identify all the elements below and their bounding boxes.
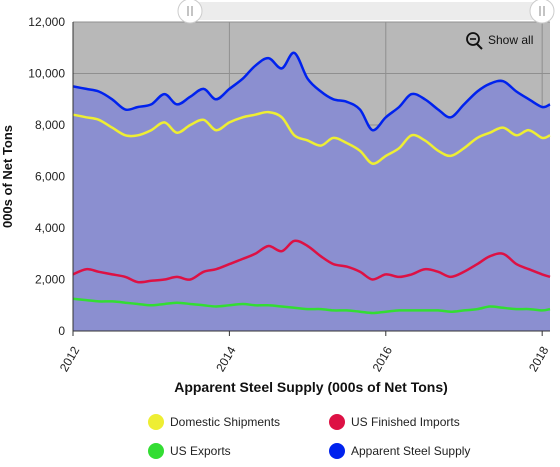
legend-label: Apparent Steel Supply — [351, 444, 470, 458]
zoom-out-icon — [466, 32, 480, 46]
legend-item-apparent-steel-supply[interactable]: Apparent Steel Supply — [329, 443, 470, 459]
x-axis-title: Apparent Steel Supply (000s of Net Tons) — [174, 379, 448, 395]
legend-label: Domestic Shipments — [170, 415, 280, 429]
y-tick-label: 10,000 — [28, 67, 65, 81]
y-axis-title: 000s of Net Tons — [0, 125, 15, 228]
range-navigator — [177, 0, 555, 24]
show-all-button[interactable]: Show all — [466, 32, 533, 50]
navigator-track[interactable] — [190, 2, 542, 20]
y-tick-label: 8,000 — [35, 118, 65, 132]
series-line-domestic-shipments — [72, 110, 551, 165]
y-tick-label: 6,000 — [35, 170, 65, 184]
x-tick-label: 2018 — [526, 344, 552, 374]
series-line-us-exports — [72, 297, 551, 315]
legend-marker — [148, 443, 164, 459]
legend-label: US Exports — [170, 444, 231, 458]
apparent-supply-area — [73, 52, 550, 331]
series-group — [72, 51, 551, 331]
y-tick-label: 12,000 — [28, 15, 65, 29]
y-tick-label: 4,000 — [35, 221, 65, 235]
legend-item-domestic-shipments[interactable]: Domestic Shipments — [148, 414, 280, 430]
legend-marker — [148, 414, 164, 430]
navigator-left-handle[interactable] — [177, 0, 203, 24]
zoom-out-icon-handle — [476, 43, 483, 50]
x-tick-label: 2016 — [370, 344, 396, 374]
legend: Domestic Shipments US Finished Imports US … — [148, 414, 470, 459]
legend-item-us-finished-imports[interactable]: US Finished Imports — [329, 414, 460, 430]
x-tick-label: 2014 — [213, 344, 239, 374]
legend-marker — [329, 443, 345, 459]
y-tick-label: 0 — [58, 324, 65, 338]
navigator-right-handle[interactable] — [529, 0, 555, 24]
show-all-label[interactable]: Show all — [488, 33, 533, 47]
legend-label: US Finished Imports — [351, 415, 460, 429]
series-line-apparent-steel-supply — [72, 51, 551, 132]
series-line-us-finished-imports — [72, 239, 551, 284]
legend-marker — [329, 414, 345, 430]
y-tick-label: 2,000 — [35, 273, 65, 287]
legend-item-us-exports[interactable]: US Exports — [148, 443, 231, 459]
x-tick-label: 2012 — [57, 344, 83, 374]
